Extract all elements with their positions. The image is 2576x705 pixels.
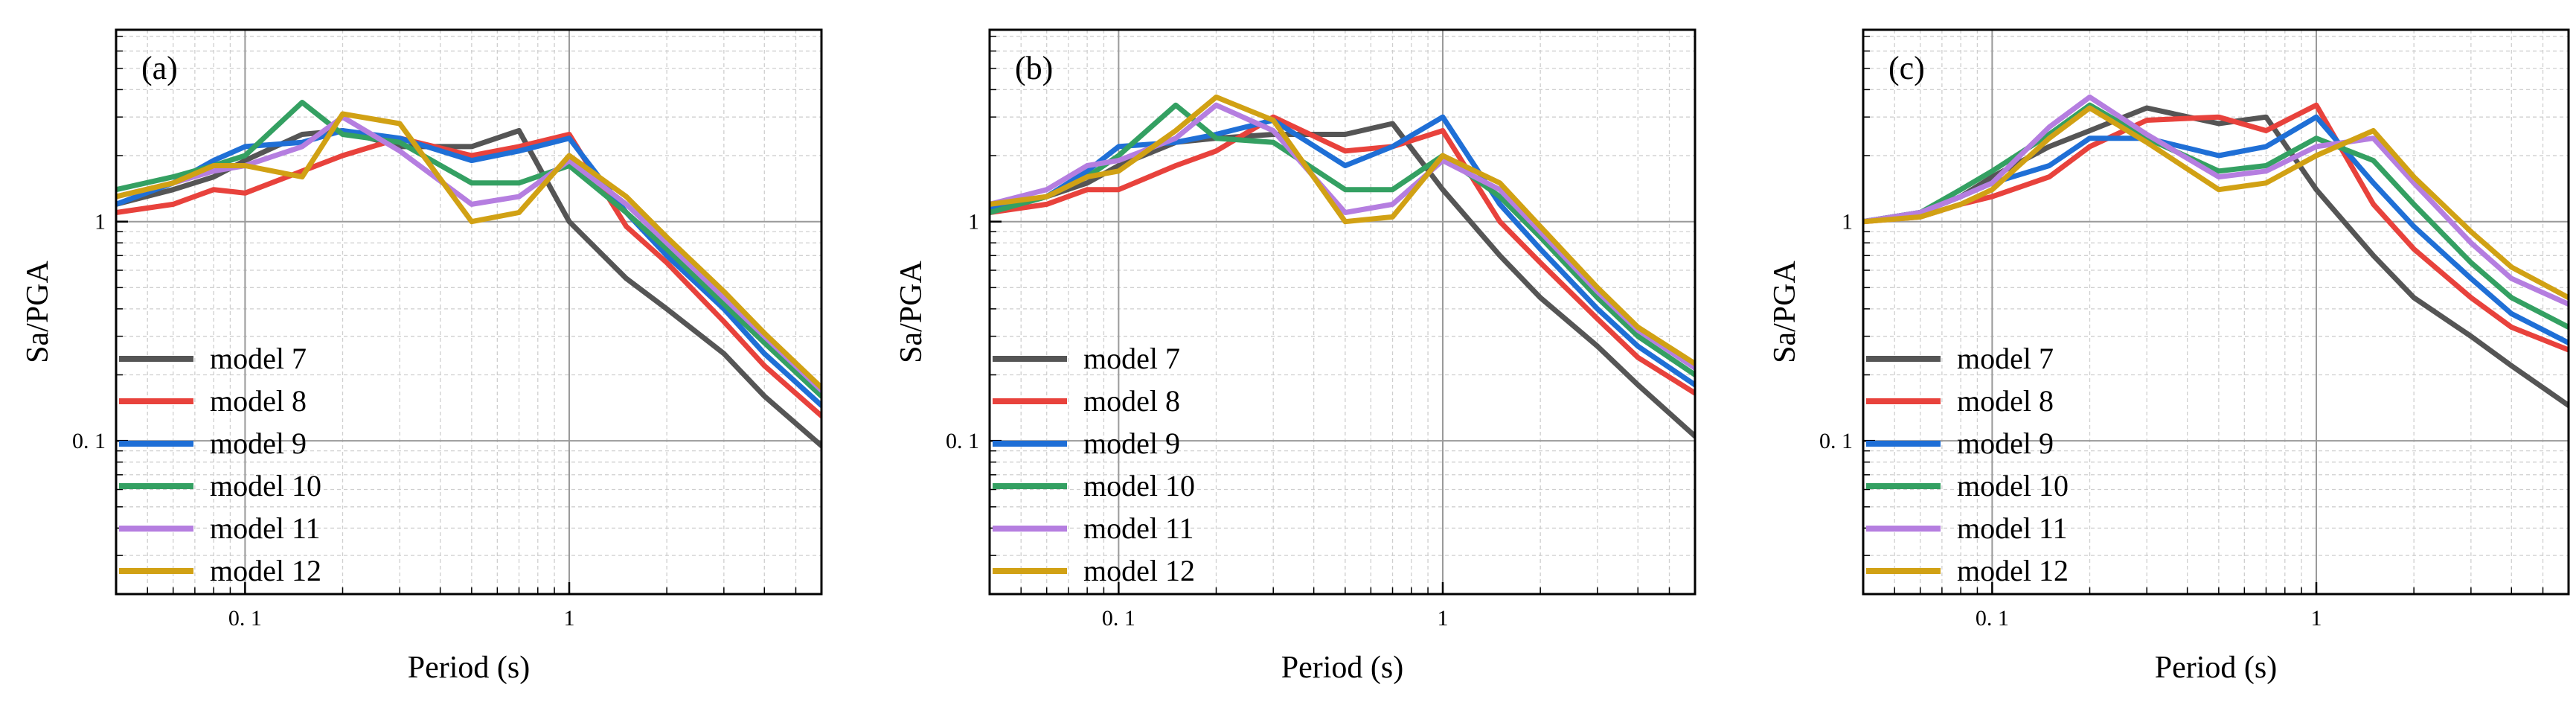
plot-frame xyxy=(988,28,1696,596)
legend-label: model 11 xyxy=(210,511,321,545)
legend-label: model 12 xyxy=(1957,554,2069,587)
legend-label: model 10 xyxy=(210,469,321,503)
series-line-model-10 xyxy=(116,100,821,399)
series-line-model-12 xyxy=(990,94,1695,366)
x-tick-label: 0. 1 xyxy=(1102,606,1135,631)
legend-label: model 8 xyxy=(1957,384,2054,418)
legend-label: model 10 xyxy=(1083,469,1195,503)
panel-label: (b) xyxy=(1015,50,1053,86)
series-line-model-12 xyxy=(116,111,821,391)
x-tick-label: 1 xyxy=(564,606,575,631)
panel-label: (c) xyxy=(1888,50,1925,86)
series-line-model-8 xyxy=(116,132,821,419)
series-line-model-11 xyxy=(1863,94,2569,307)
x-axis-label: Period (s) xyxy=(1281,651,1403,685)
x-tick-label: 0. 1 xyxy=(228,606,262,631)
y-tick-label: 0. 1 xyxy=(946,429,979,453)
legend-label: model 12 xyxy=(210,554,321,587)
legend-label: model 7 xyxy=(210,342,307,375)
legend-label: model 8 xyxy=(1083,384,1180,418)
x-axis-label: Period (s) xyxy=(408,651,530,685)
legend-label: model 9 xyxy=(210,427,307,460)
legend-label: model 9 xyxy=(1957,427,2054,460)
y-axis-label: Sa/PGA xyxy=(1768,260,1802,363)
legend-label: model 8 xyxy=(210,384,307,418)
x-tick-label: 0. 1 xyxy=(1976,606,2009,631)
x-tick-label: 1 xyxy=(1438,606,1449,631)
plot-frame xyxy=(115,28,823,596)
y-tick-label: 0. 1 xyxy=(1819,429,1853,453)
x-axis-label: Period (s) xyxy=(2155,651,2277,685)
y-tick-label: 1 xyxy=(1842,210,1853,235)
legend-label: model 10 xyxy=(1957,469,2069,503)
series-line-model-9 xyxy=(116,128,821,409)
chart-panel: 0. 1 1 0. 1 1 (c) model 7 model 8 model 9 model … xyxy=(1768,28,2570,685)
y-axis-label: Sa/PGA xyxy=(21,260,55,363)
y-tick-label: 1 xyxy=(968,210,979,235)
series-line-model-10 xyxy=(990,102,1695,377)
legend-label: model 11 xyxy=(1083,511,1194,545)
legend-label: model 11 xyxy=(1957,511,2068,545)
series-line-model-12 xyxy=(1863,105,2569,301)
series-line-model-10 xyxy=(1863,102,2569,330)
legend-label: model 12 xyxy=(1083,554,1195,587)
legend-label: model 7 xyxy=(1957,342,2054,375)
y-tick-label: 1 xyxy=(94,210,106,235)
series-line-model-11 xyxy=(990,102,1695,371)
plot-frame xyxy=(1862,28,2570,596)
y-axis-label: Sa/PGA xyxy=(894,260,929,363)
series-line-model-8 xyxy=(1863,102,2569,353)
chart-panel: 0. 1 1 0. 1 1 (b) model 7 model 8 model 9 model … xyxy=(894,28,1696,685)
panel-label: (a) xyxy=(141,50,178,86)
y-tick-label: 0. 1 xyxy=(72,429,106,453)
legend-label: model 7 xyxy=(1083,342,1180,375)
legend-label: model 9 xyxy=(1083,427,1180,460)
series-line-model-8 xyxy=(990,114,1695,396)
x-tick-label: 1 xyxy=(2311,606,2322,631)
series-line-model-11 xyxy=(116,114,821,393)
chart-panel: 0. 1 1 0. 1 1 (a) model 7 model 8 model 9 model … xyxy=(21,28,823,685)
